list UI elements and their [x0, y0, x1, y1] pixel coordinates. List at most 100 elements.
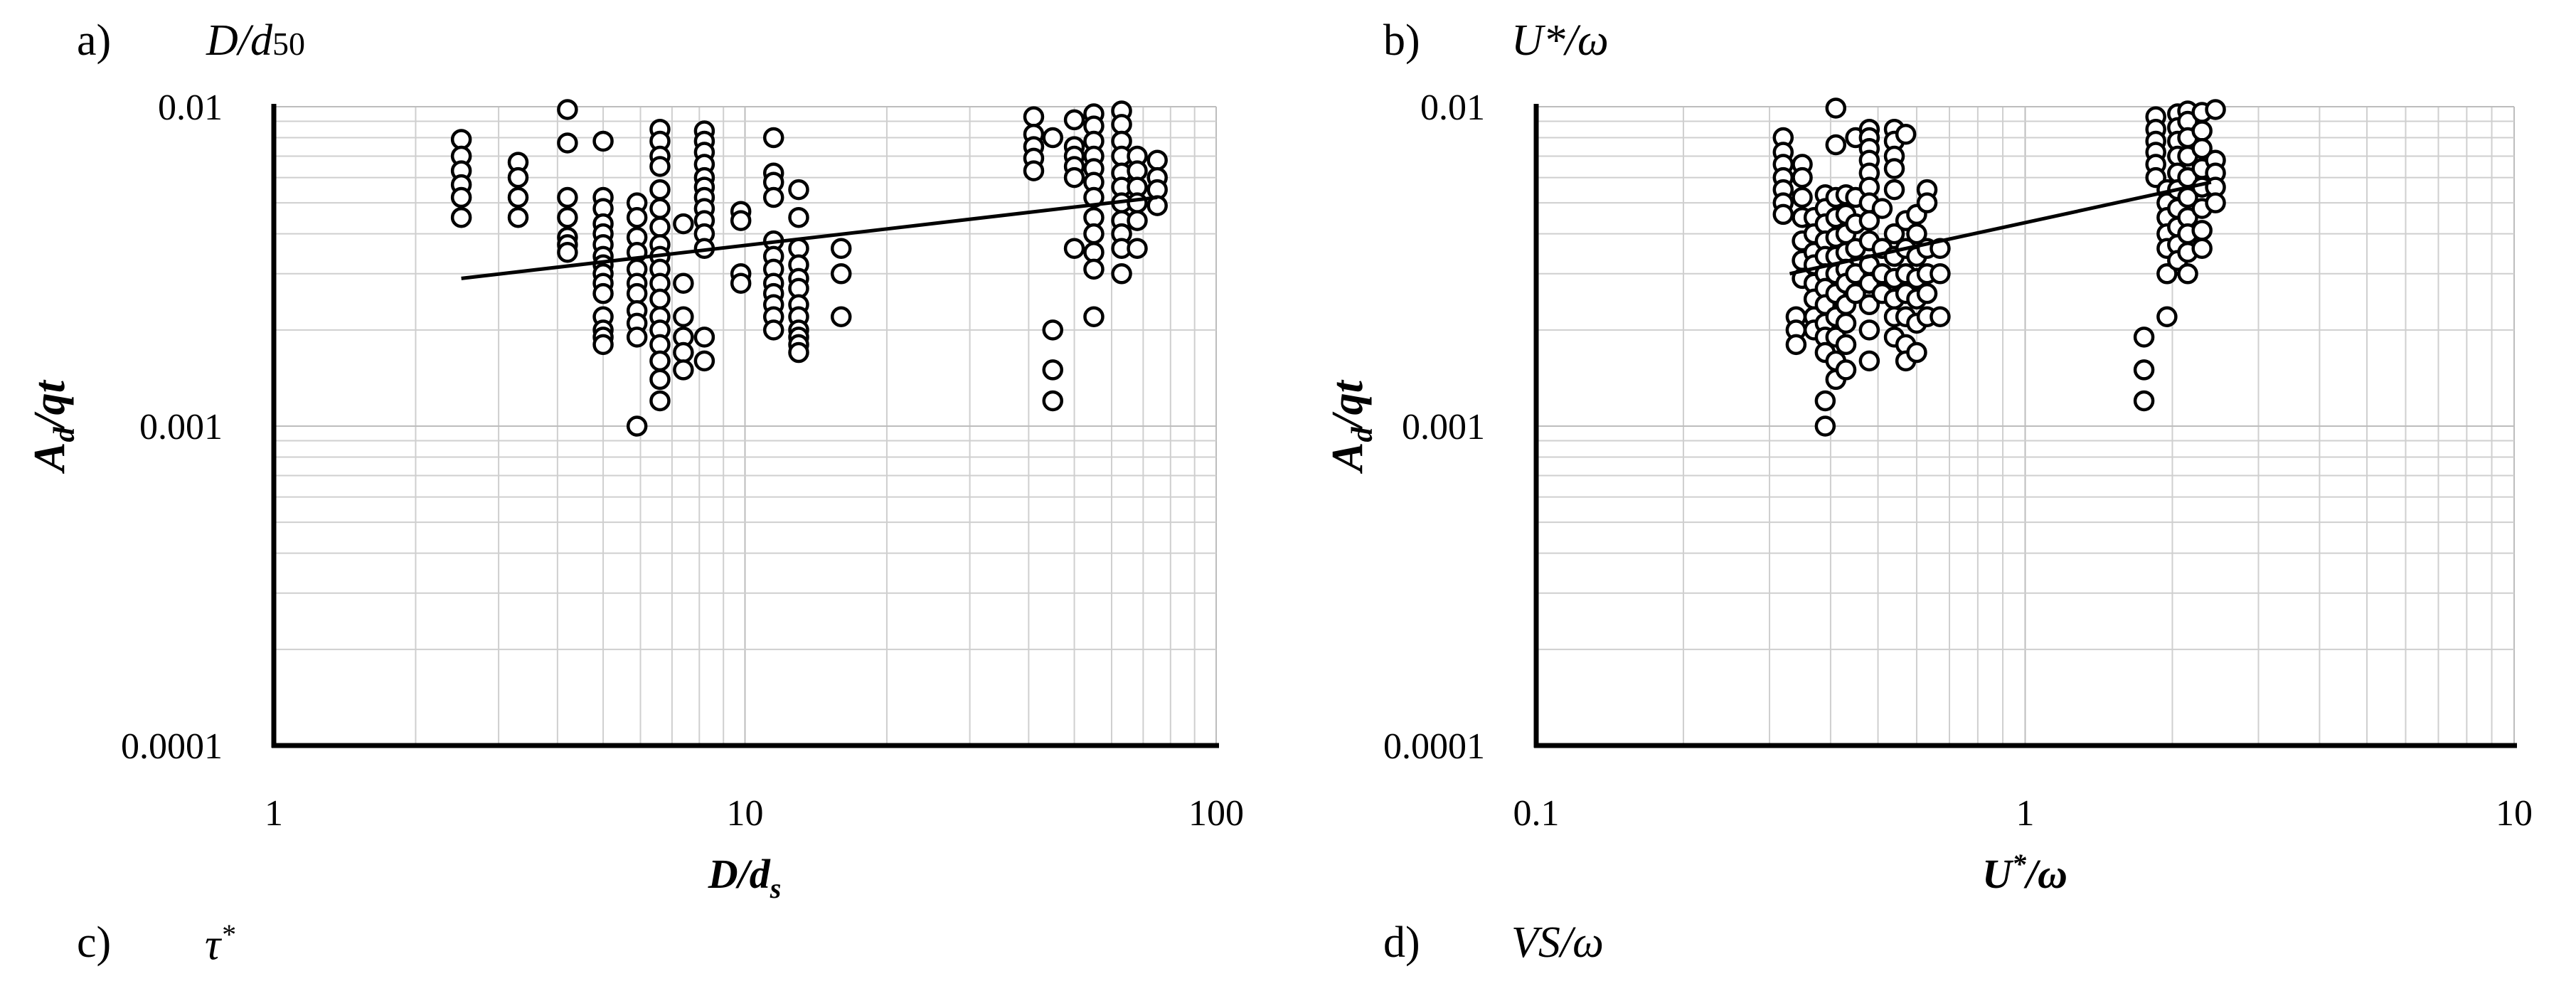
- x-tick-label: 10: [727, 793, 764, 834]
- data-point: [1906, 341, 1927, 364]
- data-point: [1858, 350, 1880, 372]
- data-point: [2205, 192, 2226, 213]
- data-point: [507, 206, 529, 228]
- data-point: [830, 238, 852, 259]
- y-axis-title-rest: /qt: [1324, 379, 1372, 430]
- data-point: [730, 272, 752, 294]
- panel-a-letter: a): [77, 16, 112, 65]
- panel-b-variable: U*/ω: [1511, 16, 1609, 65]
- data-point: [1063, 109, 1085, 131]
- panel-b-letter: b): [1383, 16, 1420, 65]
- data-point: [2191, 238, 2213, 259]
- y-axis-title-subscript: d: [48, 427, 81, 442]
- data-point: [2177, 263, 2198, 285]
- trendline: [461, 196, 1158, 280]
- y-axis-title: Ad/qt: [26, 379, 81, 474]
- data-point: [1845, 282, 1866, 304]
- data-point: [673, 213, 694, 235]
- data-point: [1792, 166, 1813, 189]
- data-point: [762, 127, 784, 149]
- data-point: [1785, 334, 1807, 356]
- y-tick-label: 0.01: [158, 88, 223, 128]
- data-point: [2191, 120, 2213, 142]
- data-point: [649, 216, 671, 238]
- data-point: [592, 282, 614, 304]
- panel-d-letter: d): [1383, 918, 1420, 967]
- data-point: [1042, 127, 1064, 149]
- data-point: [1883, 223, 1905, 245]
- data-point: [1063, 238, 1085, 259]
- x-axis-title-superscript: *: [2012, 848, 2027, 880]
- data-point: [693, 327, 715, 348]
- data-point: [1825, 97, 1847, 119]
- data-point: [730, 210, 752, 231]
- data-point: [626, 282, 648, 304]
- data-point: [450, 129, 472, 150]
- data-point: [2191, 137, 2213, 159]
- data-point: [1814, 415, 1836, 437]
- grid: [1536, 106, 2515, 746]
- panel-a-variable: D/d50: [206, 16, 305, 66]
- data-point: [2156, 306, 2178, 328]
- data-point: [1146, 195, 1168, 216]
- y-axis-title-subscript: d: [1346, 427, 1379, 442]
- data-point: [1042, 390, 1064, 412]
- y-tick-label: 0.0001: [1383, 726, 1485, 767]
- data-point: [1930, 306, 1951, 328]
- data-point: [649, 198, 671, 219]
- x-tick-label: 100: [1188, 793, 1244, 834]
- data-point: [649, 368, 671, 391]
- data-points: [450, 99, 1168, 437]
- data-point: [1814, 390, 1836, 412]
- chart-b: 0.1 1 10 0.0001 0.001 0.01 U*/ω Ad/qt: [1324, 88, 2533, 897]
- data-point: [1127, 210, 1148, 231]
- data-point: [1916, 192, 1938, 213]
- data-point: [450, 206, 472, 228]
- x-tick-label: 1: [2016, 793, 2035, 834]
- y-axis-title: Ad/qt: [1324, 379, 1379, 474]
- data-point: [2133, 390, 2155, 412]
- panel-c-variable-main: τ: [205, 921, 221, 970]
- data-point: [1127, 238, 1148, 259]
- data-point: [1083, 306, 1105, 328]
- data-point: [673, 306, 694, 328]
- data-point: [1906, 223, 1927, 245]
- data-point: [1825, 134, 1847, 156]
- data-points: [1772, 97, 2226, 437]
- data-point: [626, 206, 648, 228]
- data-point: [1883, 179, 1905, 201]
- data-point: [693, 350, 715, 372]
- data-point: [557, 186, 578, 208]
- data-point: [1042, 319, 1064, 341]
- x-axis-title-tail: /ω: [2023, 851, 2067, 897]
- y-axis-title-main: A: [1324, 442, 1372, 474]
- data-point: [1063, 166, 1085, 189]
- data-point: [673, 359, 694, 381]
- data-point: [830, 263, 852, 285]
- data-point: [673, 272, 694, 294]
- x-tick-label: 10: [2496, 793, 2533, 834]
- data-point: [762, 319, 784, 341]
- data-point: [626, 327, 648, 348]
- panel-c-letter: c): [77, 918, 112, 967]
- data-point: [1858, 319, 1880, 341]
- data-point: [2191, 220, 2213, 241]
- data-point: [1835, 359, 1857, 381]
- data-point: [1083, 223, 1105, 245]
- data-point: [450, 186, 472, 208]
- data-point: [788, 341, 809, 364]
- y-tick-label: 0.01: [1420, 88, 1485, 128]
- data-point: [1127, 192, 1148, 213]
- data-point: [1930, 263, 1951, 285]
- data-point: [1083, 241, 1105, 263]
- chart-a: 1 10 100 0.0001 0.001 0.01 D/ds Ad/qt: [26, 88, 1244, 904]
- data-point: [649, 179, 671, 201]
- data-point: [507, 186, 529, 208]
- data-point: [1895, 123, 1917, 145]
- y-tick-label: 0.001: [1402, 407, 1485, 447]
- data-point: [1858, 294, 1880, 316]
- data-point: [1146, 149, 1168, 171]
- data-point: [2133, 359, 2155, 381]
